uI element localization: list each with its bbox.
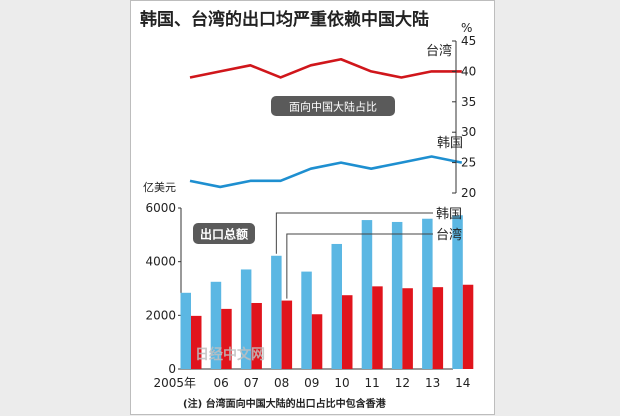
x-tick-label: 09 [304, 376, 319, 390]
x-tick-label: 13 [425, 376, 440, 390]
share-line-korea [189, 155, 463, 189]
bar-y-tick-label: 0 [168, 362, 176, 376]
export-label: 出口总额 [200, 227, 248, 242]
x-tick-label: 07 [244, 376, 259, 390]
bar-y-unit: 亿美元 [143, 181, 176, 194]
share-line-taiwan [189, 57, 462, 79]
bar-taiwan [221, 308, 232, 369]
bar-taiwan [251, 302, 262, 369]
bar-korea [180, 292, 191, 369]
bar-korea [361, 220, 373, 369]
x-tick-label: 2005年 [153, 376, 196, 390]
bar-korea [452, 215, 463, 369]
bar-taiwan [462, 284, 474, 369]
korea-bar-label: 韩国 [436, 207, 462, 222]
bar-korea [210, 281, 222, 369]
bar-korea [301, 271, 312, 369]
share-label: 面向中国大陆占比 [289, 100, 377, 114]
share-y-tick-label: 45 [461, 34, 476, 48]
bar-y-tick-label: 2000 [145, 308, 176, 322]
x-tick-label: 12 [395, 376, 410, 390]
x-tick-label: 11 [365, 376, 380, 390]
taiwan-bar-leader [286, 233, 433, 299]
bar-taiwan [372, 286, 383, 369]
export-label-box [193, 223, 255, 244]
bar-korea [422, 218, 433, 369]
share-y-tick-label: 35 [461, 95, 476, 109]
chart-title: 韩国、台湾的出口均严重依赖中国大陆 [140, 9, 429, 30]
bar-korea [391, 221, 403, 369]
bar-korea [331, 243, 342, 369]
chart-panel: 韩国、台湾的出口均严重依赖中国大陆 面向中国大陆占比 台湾 韩国 20 25 30 35… [130, 0, 495, 415]
bar-korea [240, 269, 252, 369]
x-tick-label: 14 [455, 376, 470, 390]
bar-taiwan [342, 295, 353, 369]
x-tick-label: 06 [214, 376, 229, 390]
share-label-box [271, 96, 395, 116]
korea-bar-leader [275, 212, 433, 254]
footnote: (注) 台湾面向中国大陆的出口占比中包含香港 [183, 397, 387, 410]
bar-taiwan [191, 315, 202, 369]
x-tick-label: 10 [334, 376, 349, 390]
bar-taiwan [311, 314, 323, 369]
bar-taiwan [432, 287, 444, 369]
bar-y-tick-label: 6000 [145, 201, 176, 215]
share-y-tick-label: 25 [461, 156, 476, 170]
bar-taiwan [281, 300, 293, 369]
bar-y-tick-label: 4000 [145, 255, 176, 269]
taiwan-bar-label: 台湾 [436, 227, 462, 243]
share-series-label: 台湾 [426, 43, 452, 59]
share-series-label: 韩国 [437, 136, 463, 151]
share-y-tick-label: 30 [461, 125, 476, 139]
share-y-unit: % [461, 21, 472, 35]
share-y-tick-label: 40 [461, 64, 476, 78]
watermark: 日经中文网 [195, 346, 265, 363]
bar-taiwan [402, 288, 413, 369]
bar-korea [271, 255, 282, 369]
x-tick-label: 08 [274, 376, 289, 390]
share-y-tick-label: 20 [461, 186, 476, 200]
